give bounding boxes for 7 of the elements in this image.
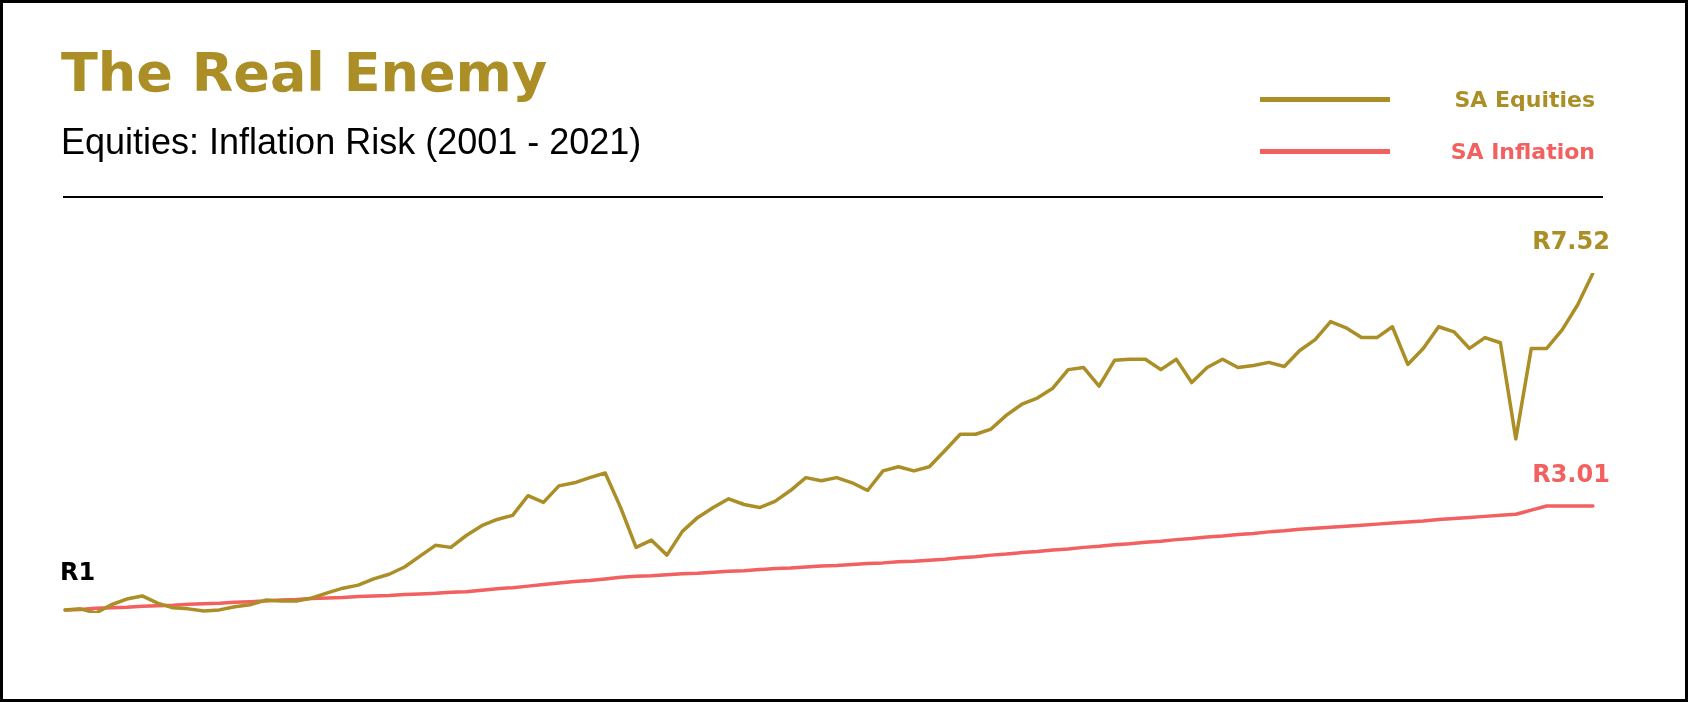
data-label: R1 xyxy=(60,558,96,587)
chart-title: The Real Enemy xyxy=(61,41,548,104)
text: SA Equities xyxy=(1453,86,1595,112)
chart-subtitle: Equities: Inflation Risk (2001 - 2021) xyxy=(61,121,642,163)
data-label: R7.52 xyxy=(1532,227,1610,256)
text: SA Inflation xyxy=(1449,138,1595,164)
data-label: R3.01 xyxy=(1532,460,1610,489)
